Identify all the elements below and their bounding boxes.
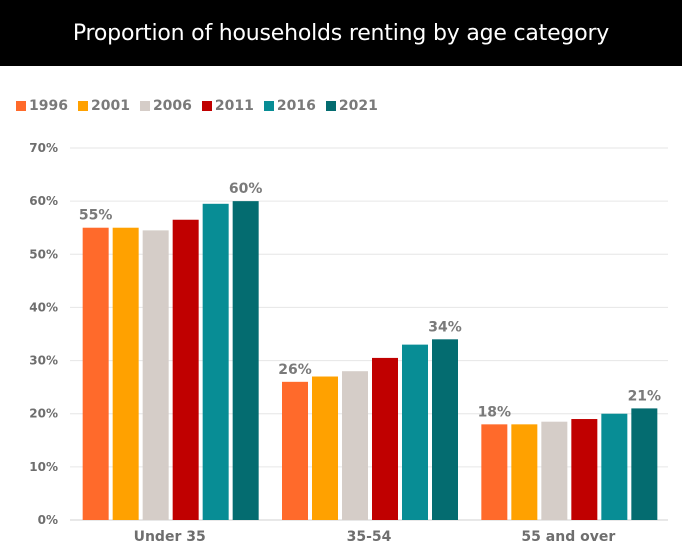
y-tick-label: 50% — [29, 247, 58, 261]
data-label: 60% — [229, 181, 263, 197]
bar-2021-0 — [232, 201, 259, 520]
data-label: 55% — [79, 208, 113, 224]
bar-1996-1 — [282, 381, 308, 520]
legend-item-1996: 1996 — [16, 98, 68, 114]
legend-swatch — [201, 101, 212, 111]
data-label: 26% — [278, 362, 312, 378]
title-bar: Proportion of households renting by age … — [0, 0, 682, 66]
bar-2011-2 — [571, 419, 598, 520]
legend-label: 2001 — [90, 98, 130, 114]
legend-swatch — [325, 101, 336, 111]
legend: 1996 2001 2006 2011 2016 2021 — [16, 96, 388, 116]
y-tick-label: 40% — [29, 300, 58, 314]
legend-item-2016: 2016 — [263, 98, 316, 114]
data-label: 18% — [478, 404, 512, 420]
data-label: 21% — [628, 388, 662, 404]
bar-2016-0 — [202, 203, 229, 521]
y-tick-label: 70% — [29, 141, 58, 155]
legend-swatch — [77, 101, 88, 111]
bar-2021-2 — [631, 408, 658, 520]
bar-2011-1 — [372, 357, 398, 520]
chart-title: Proportion of households renting by age … — [72, 20, 610, 46]
legend-label: 2006 — [152, 98, 192, 114]
legend-item-2011: 2011 — [201, 98, 254, 114]
x-tick-label: Under 35 — [134, 529, 206, 545]
bar-2006-0 — [142, 230, 169, 520]
legend-swatch — [16, 101, 26, 111]
legend-label: 2021 — [338, 98, 378, 114]
bar-2001-1 — [312, 376, 338, 520]
data-label: 34% — [428, 319, 462, 335]
x-tick-label: 35-54 — [347, 529, 392, 545]
bar-2016-1 — [402, 344, 428, 520]
legend-label: 2016 — [276, 98, 316, 114]
bar-2006-1 — [342, 371, 368, 520]
bar-1996-0 — [82, 227, 109, 520]
bar-1996-2 — [481, 424, 508, 520]
legend-label: 1996 — [29, 98, 68, 114]
legend-item-2021: 2021 — [325, 98, 378, 114]
y-tick-label: 0% — [38, 513, 58, 527]
x-tick-label: 55 and over — [521, 529, 615, 545]
bar-2006-2 — [541, 421, 568, 520]
bar-2001-0 — [112, 227, 139, 520]
legend-swatch — [139, 101, 150, 111]
legend-label: 2011 — [214, 98, 254, 114]
legend-item-2006: 2006 — [139, 98, 192, 114]
legend-item-2001: 2001 — [77, 98, 130, 114]
y-tick-label: 10% — [29, 460, 58, 474]
bar-2016-2 — [601, 413, 628, 520]
y-tick-label: 30% — [29, 354, 58, 368]
legend-swatch — [263, 101, 274, 111]
bar-2001-2 — [511, 424, 538, 520]
bar-2011-0 — [172, 219, 199, 520]
y-tick-label: 60% — [29, 194, 58, 208]
bar-2021-1 — [432, 339, 458, 520]
y-tick-label: 20% — [29, 407, 58, 421]
